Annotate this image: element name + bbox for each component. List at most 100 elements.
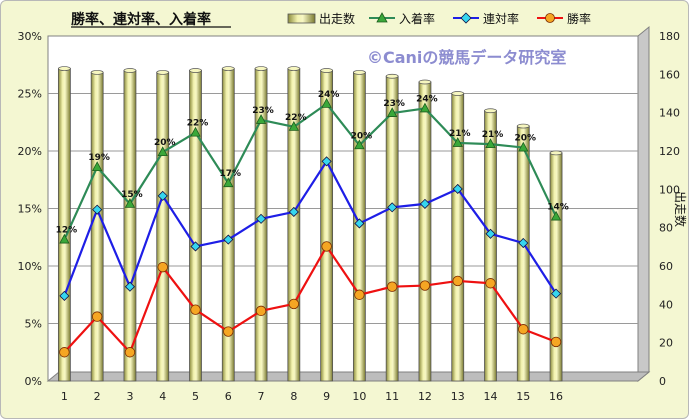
bar xyxy=(156,72,170,382)
data-label: 21% xyxy=(482,130,504,140)
bar xyxy=(320,70,334,382)
point-marker xyxy=(255,305,267,317)
point-marker xyxy=(288,298,300,310)
point-marker xyxy=(419,198,431,209)
point-marker xyxy=(419,102,431,113)
lines xyxy=(63,102,558,354)
series-line xyxy=(63,102,558,241)
bar-cap xyxy=(320,68,333,73)
data-label: 20% xyxy=(351,131,373,141)
point-marker xyxy=(354,289,365,300)
x-tick-label: 3 xyxy=(126,390,133,403)
point-marker xyxy=(321,156,332,167)
data-label: 17% xyxy=(220,169,242,179)
data-label: 19% xyxy=(88,153,110,163)
bar-cap xyxy=(484,108,497,114)
markers xyxy=(59,97,562,358)
bar-cap xyxy=(221,66,235,71)
legend-label-win: 勝率 xyxy=(567,11,591,26)
y-right-tick-label: 100 xyxy=(659,183,680,196)
point-marker xyxy=(288,120,299,131)
y-left-tick-label: 5% xyxy=(25,318,42,331)
y-right-tick-label: 120 xyxy=(659,145,680,158)
bar xyxy=(484,110,497,382)
x-tick-label: 6 xyxy=(225,390,232,403)
point-marker xyxy=(452,183,463,195)
series-line xyxy=(63,245,557,354)
y-axis-right-label: 出走数 xyxy=(673,191,688,227)
data-label: 15% xyxy=(121,190,143,200)
point-marker xyxy=(550,336,562,348)
y-right-tick-label: 0 xyxy=(659,375,666,388)
point-marker xyxy=(92,204,103,215)
point-marker xyxy=(518,141,529,152)
x-tick-label: 7 xyxy=(258,390,265,403)
bar-cap xyxy=(549,150,563,156)
bar-cap xyxy=(287,66,301,71)
data-labels: 12% 19% 15% 20% 22% 17% 23% 22% 24% 20% 23% 24% 21% 2… xyxy=(56,90,569,236)
x-tick-label: 10 xyxy=(352,390,366,403)
x-tick-label: 13 xyxy=(451,390,465,403)
legend-label-place: 入着率 xyxy=(399,11,435,26)
point-marker xyxy=(92,161,103,172)
data-label: 22% xyxy=(285,113,307,123)
data-label: 20% xyxy=(154,138,176,148)
point-marker xyxy=(550,210,562,221)
point-marker xyxy=(59,347,70,358)
point-marker xyxy=(157,261,168,273)
bar xyxy=(90,72,104,382)
point-marker xyxy=(485,228,496,239)
x-tick-label: 12 xyxy=(418,390,432,403)
bar-cap xyxy=(254,66,268,71)
plot-depth-side xyxy=(637,25,650,383)
axis-ticks: 0% 5% 10% 15% 20% 25% 30% 0 20 40 60 80 100 120 140 160… xyxy=(18,30,680,403)
data-label: 24% xyxy=(416,94,438,104)
point-marker xyxy=(223,234,234,245)
bar-cap xyxy=(516,123,530,129)
point-marker xyxy=(59,233,70,244)
point-marker xyxy=(321,97,332,108)
point-marker xyxy=(124,281,136,292)
x-tick-label: 15 xyxy=(516,390,530,403)
y-left-tick-label: 0% xyxy=(25,375,42,388)
legend-marker-place xyxy=(376,12,388,23)
point-marker xyxy=(485,138,496,149)
y-left-tick-label: 30% xyxy=(18,30,42,43)
point-marker xyxy=(124,347,136,358)
bar-cap xyxy=(385,73,399,79)
legend-marker-quinella xyxy=(460,12,472,24)
point-marker xyxy=(124,198,136,208)
point-marker xyxy=(518,237,529,249)
y-right-tick-label: 160 xyxy=(659,68,680,81)
legend-swatch-runs xyxy=(287,13,316,24)
point-marker xyxy=(91,311,103,322)
legend: 出走数 入着率 連対率 勝率 xyxy=(287,11,591,26)
x-tick-label: 11 xyxy=(385,390,399,403)
chart-title: 勝率、連対率、入着率 xyxy=(71,11,211,28)
legend-label-runs: 出走数 xyxy=(319,11,355,26)
point-marker xyxy=(59,290,70,301)
point-marker xyxy=(157,146,168,157)
point-marker xyxy=(550,288,562,299)
bar-cap xyxy=(156,70,170,75)
point-marker xyxy=(223,177,234,188)
bar xyxy=(418,81,432,382)
gridlines xyxy=(48,93,638,324)
y-right-tick-label: 140 xyxy=(659,107,680,120)
point-marker xyxy=(387,107,398,117)
series-line xyxy=(63,160,557,297)
x-tick-label: 4 xyxy=(159,390,166,403)
bar-cap xyxy=(451,91,465,96)
legend-marker-win xyxy=(545,13,555,23)
legend-label-quinella: 連対率 xyxy=(483,11,519,26)
x-tick-label: 14 xyxy=(484,390,498,403)
bar-cap xyxy=(418,79,432,85)
point-marker xyxy=(386,281,398,292)
point-marker xyxy=(452,137,463,147)
point-marker xyxy=(190,126,201,137)
y-right-tick-label: 40 xyxy=(659,298,673,311)
data-label: 14% xyxy=(547,203,569,213)
x-tick-label: 5 xyxy=(192,390,199,403)
bar xyxy=(123,70,137,382)
